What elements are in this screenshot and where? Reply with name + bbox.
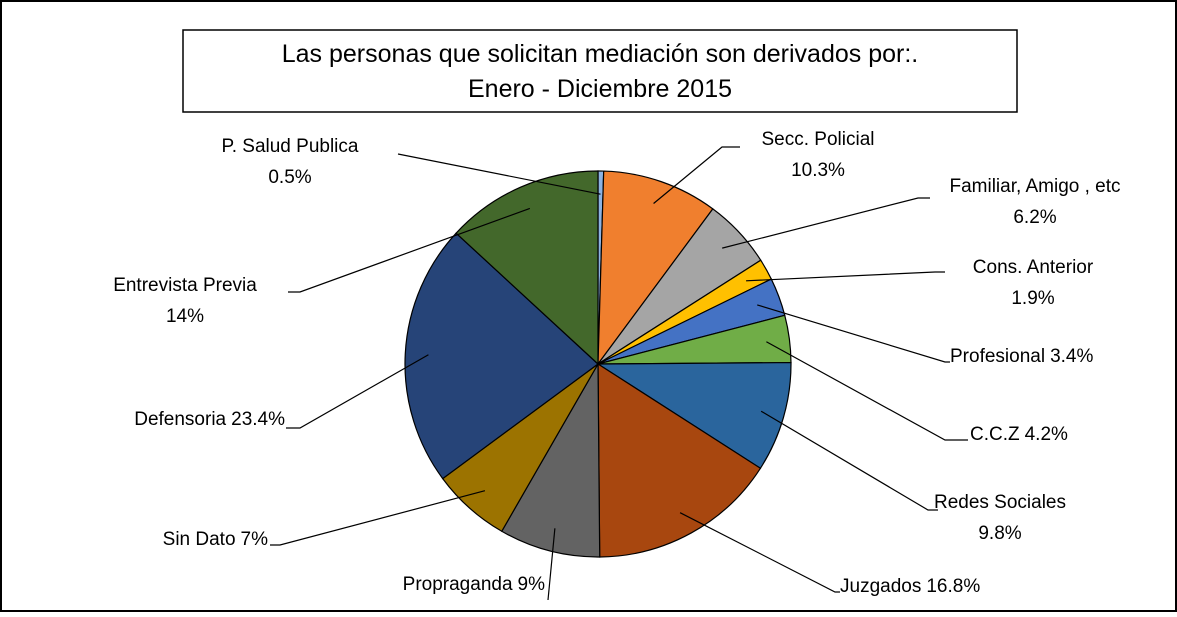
leader-line (547, 528, 556, 601)
data-label: Secc. Policial 10.3% (762, 129, 875, 181)
data-label: Familiar, Amigo , etc 6.2% (949, 176, 1120, 228)
data-label: P. Salud Publica 0.5% (222, 136, 359, 188)
label-value: 4.2% (1025, 424, 1068, 445)
pie-slice (455, 170, 599, 366)
leader-line (653, 146, 740, 204)
label-value: 10.3% (791, 160, 845, 181)
pie-slice (597, 362, 762, 558)
label-name: C.C.Z (970, 424, 1020, 445)
label-name: Familiar, Amigo , etc (949, 176, 1120, 197)
label-value: 16.8% (926, 576, 980, 597)
data-label: Propraganda 9% (403, 574, 545, 595)
label-name: Redes Sociales (934, 492, 1066, 513)
data-label: Cons. Anterior 1.9% (973, 257, 1094, 309)
label-name: Cons. Anterior (973, 257, 1094, 278)
pie-slice (597, 170, 714, 366)
data-label: Sin Dato 7% (163, 529, 268, 550)
data-label: Entrevista Previa 14% (113, 275, 257, 327)
leader-line (397, 153, 601, 195)
labels: P. Salud Publica 0.5% Secc. Policial 10.3% F… (113, 129, 1121, 601)
leader-line (288, 207, 531, 293)
leader-line (270, 490, 486, 546)
pie-slice (404, 232, 599, 480)
data-label: Profesional 3.4% (950, 346, 1093, 367)
label-name: Sin Dato (163, 529, 236, 550)
label-value: 1.9% (1011, 288, 1054, 309)
pie-slice (500, 361, 601, 558)
chart-subtitle: Enero - Diciembre 2015 (468, 75, 732, 103)
label-name: P. Salud Publica (222, 136, 359, 157)
leader-line (679, 512, 840, 593)
label-value: 0.5% (268, 167, 311, 188)
pie-slice (595, 361, 792, 470)
label-name: Entrevista Previa (113, 275, 257, 296)
label-name: Defensoria (134, 409, 226, 430)
data-label: Defensoria 23.4% (134, 409, 285, 430)
label-name: Juzgados (840, 576, 921, 597)
label-value: 9.8% (978, 523, 1021, 544)
leader-line (766, 341, 968, 441)
pie (404, 170, 792, 558)
label-value: 7% (241, 529, 269, 550)
chart-title: Las personas que solicitan mediación son… (282, 40, 919, 68)
leader-line (757, 304, 950, 363)
leader-line (746, 271, 945, 282)
leader-line (760, 410, 938, 511)
label-name: Propraganda (403, 574, 513, 595)
title-box (182, 29, 1018, 113)
data-label: Juzgados 16.8% (840, 576, 980, 597)
label-name: Secc. Policial (762, 129, 875, 150)
label-value: 3.4% (1050, 346, 1093, 367)
label-value: 9% (518, 574, 546, 595)
label-value: 14% (166, 306, 204, 327)
leader-line (286, 354, 429, 429)
leader-line (722, 197, 930, 249)
label-value: 6.2% (1013, 207, 1056, 228)
data-label: Redes Sociales 9.8% (934, 492, 1066, 544)
data-label: C.C.Z 4.2% (970, 424, 1068, 445)
label-value: 23.4% (231, 409, 285, 430)
label-name: Profesional (950, 346, 1045, 367)
